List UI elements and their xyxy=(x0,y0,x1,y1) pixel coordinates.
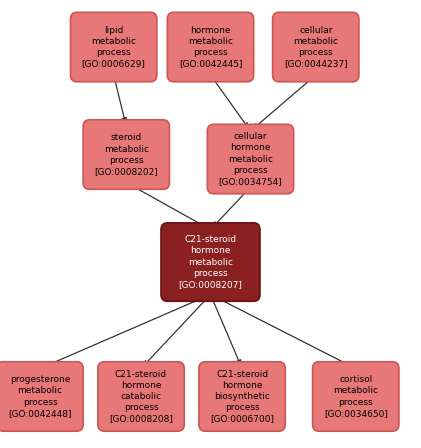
FancyBboxPatch shape xyxy=(0,362,83,431)
FancyBboxPatch shape xyxy=(98,362,184,431)
FancyBboxPatch shape xyxy=(199,362,285,431)
Text: cellular
hormone
metabolic
process
[GO:0034754]: cellular hormone metabolic process [GO:0… xyxy=(218,132,282,186)
FancyBboxPatch shape xyxy=(168,12,253,82)
Text: steroid
metabolic
process
[GO:0008202]: steroid metabolic process [GO:0008202] xyxy=(94,134,158,176)
Text: lipid
metabolic
process
[GO:0006629]: lipid metabolic process [GO:0006629] xyxy=(82,26,146,68)
Text: cellular
metabolic
process
[GO:0044237]: cellular metabolic process [GO:0044237] xyxy=(284,26,348,68)
FancyBboxPatch shape xyxy=(83,120,169,189)
Text: cortisol
metabolic
process
[GO:0034650]: cortisol metabolic process [GO:0034650] xyxy=(324,375,388,418)
Text: progesterone
metabolic
process
[GO:0042448]: progesterone metabolic process [GO:00424… xyxy=(8,375,72,418)
FancyBboxPatch shape xyxy=(312,362,399,431)
FancyBboxPatch shape xyxy=(161,223,260,302)
Text: hormone
metabolic
process
[GO:0042445]: hormone metabolic process [GO:0042445] xyxy=(179,26,242,68)
Text: C21-steroid
hormone
metabolic
process
[GO:0008207]: C21-steroid hormone metabolic process [G… xyxy=(179,235,242,289)
Text: C21-steroid
hormone
biosynthetic
process
[GO:0006700]: C21-steroid hormone biosynthetic process… xyxy=(210,370,274,423)
Text: C21-steroid
hormone
catabolic
process
[GO:0008208]: C21-steroid hormone catabolic process [G… xyxy=(109,370,173,423)
FancyBboxPatch shape xyxy=(207,124,294,194)
FancyBboxPatch shape xyxy=(71,12,157,82)
FancyBboxPatch shape xyxy=(273,12,359,82)
